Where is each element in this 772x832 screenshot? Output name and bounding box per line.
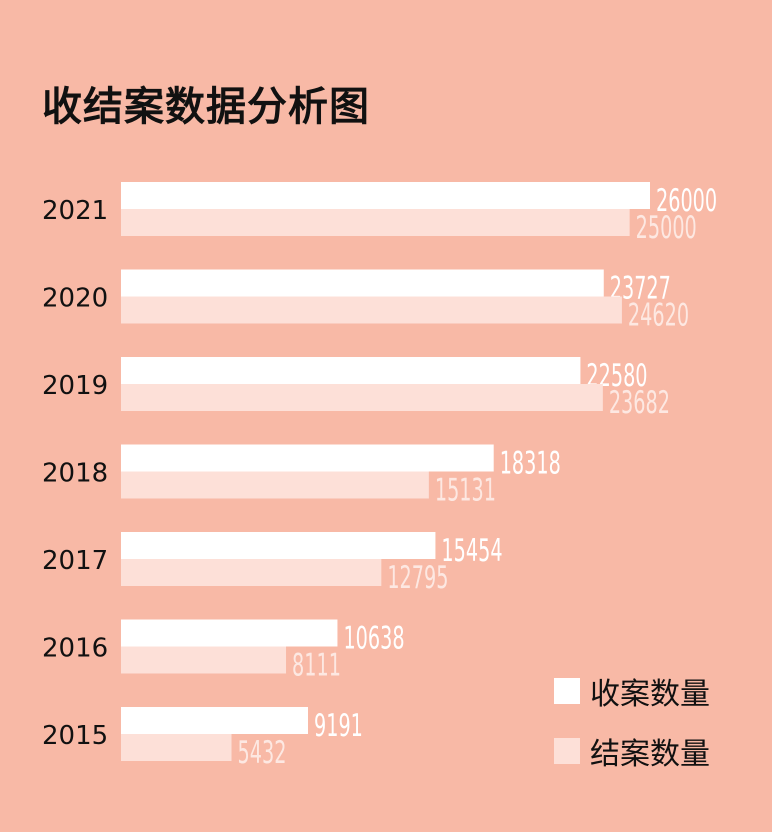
bar-received-2018 — [121, 444, 494, 472]
bar-closed-2021 — [121, 209, 630, 236]
data-label-received-2017: 15454 — [441, 533, 502, 569]
bar-received-2019 — [121, 357, 581, 384]
data-label-closed-2018: 15131 — [435, 473, 496, 509]
data-label-closed-2019: 23682 — [609, 385, 670, 421]
year-label-2019: 2019 — [42, 371, 108, 401]
data-label-closed-2015: 5432 — [238, 735, 287, 771]
data-label-closed-2016: 8111 — [292, 648, 341, 684]
data-label-received-2021: 26000 — [656, 183, 717, 219]
legend-item-received: 收案数量 — [554, 672, 710, 712]
bar-received-2021 — [121, 182, 650, 209]
year-label-2020: 2020 — [42, 284, 108, 314]
year-label-2018: 2018 — [42, 459, 108, 489]
bar-closed-2018 — [121, 471, 429, 499]
bar-closed-2019 — [121, 384, 603, 411]
bar-closed-2020 — [121, 296, 622, 324]
bar-closed-2017 — [121, 559, 382, 586]
legend-swatch-closed — [554, 738, 580, 764]
bar-closed-2016 — [121, 646, 287, 674]
bar-received-2017 — [121, 532, 436, 559]
legend-label-closed: 结案数量 — [590, 737, 710, 772]
year-label-2021: 2021 — [42, 196, 108, 226]
chart-title: 收结案数据分析图 — [42, 84, 370, 130]
data-label-received-2015: 9191 — [314, 708, 363, 744]
legend-item-closed: 结案数量 — [554, 732, 710, 772]
year-label-2015: 2015 — [42, 721, 108, 751]
bar-received-2015 — [121, 707, 309, 734]
year-label-2017: 2017 — [42, 546, 108, 576]
legend: 收案数量 结案数量 — [554, 672, 710, 792]
data-label-closed-2020: 24620 — [628, 298, 689, 334]
data-label-closed-2021: 25000 — [636, 210, 697, 246]
bar-received-2020 — [121, 269, 604, 297]
data-label-closed-2017: 12795 — [387, 560, 448, 596]
year-label-2016: 2016 — [42, 634, 108, 664]
legend-swatch-received — [554, 678, 580, 704]
data-label-received-2018: 18318 — [500, 446, 561, 482]
legend-label-received: 收案数量 — [590, 677, 710, 712]
bar-closed-2015 — [121, 734, 232, 761]
data-label-received-2016: 10638 — [343, 621, 404, 657]
bar-received-2016 — [121, 619, 338, 647]
